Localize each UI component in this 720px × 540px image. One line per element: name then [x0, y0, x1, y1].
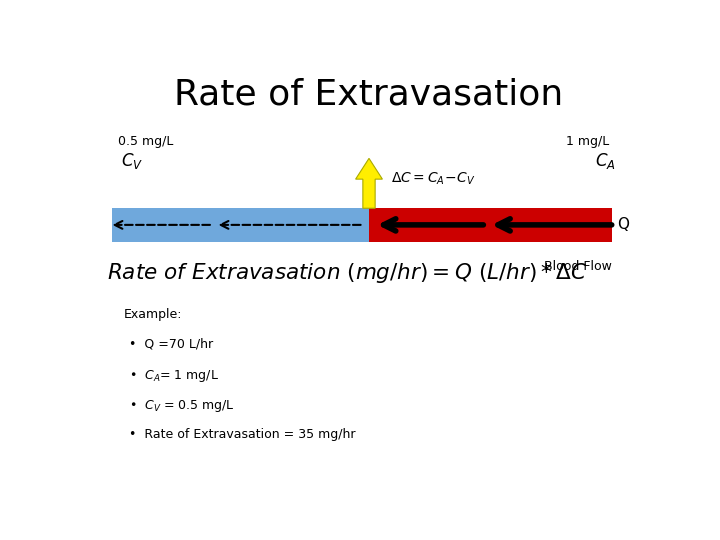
- Text: •  $C_A$= 1 mg/L: • $C_A$= 1 mg/L: [129, 368, 219, 384]
- Text: •  Rate of Extravasation = 35 mg/hr: • Rate of Extravasation = 35 mg/hr: [129, 428, 356, 441]
- Text: •  $C_V$ = 0.5 mg/L: • $C_V$ = 0.5 mg/L: [129, 398, 235, 414]
- Text: Example:: Example:: [124, 308, 182, 321]
- Text: Q: Q: [617, 218, 629, 232]
- Text: $C_A$: $C_A$: [595, 151, 616, 171]
- Bar: [112, 208, 369, 241]
- Text: Rate of Extravasation: Rate of Extravasation: [174, 77, 564, 111]
- Text: 1 mg/L: 1 mg/L: [566, 135, 609, 148]
- Text: •  Q =70 L/hr: • Q =70 L/hr: [129, 338, 213, 351]
- Text: $C_V$: $C_V$: [121, 151, 143, 171]
- Polygon shape: [356, 158, 382, 208]
- Bar: [369, 208, 612, 241]
- Text: $\mathit{Rate\ of\ Extravasation\ (mg/hr) = Q\ (L/hr) * \Delta C}$: $\mathit{Rate\ of\ Extravasation\ (mg/hr…: [107, 261, 587, 285]
- Text: 0.5 mg/L: 0.5 mg/L: [118, 135, 174, 148]
- Text: Blood Flow: Blood Flow: [544, 260, 612, 273]
- Text: $\Delta C = C_A\!-\!C_V$: $\Delta C = C_A\!-\!C_V$: [392, 171, 476, 187]
